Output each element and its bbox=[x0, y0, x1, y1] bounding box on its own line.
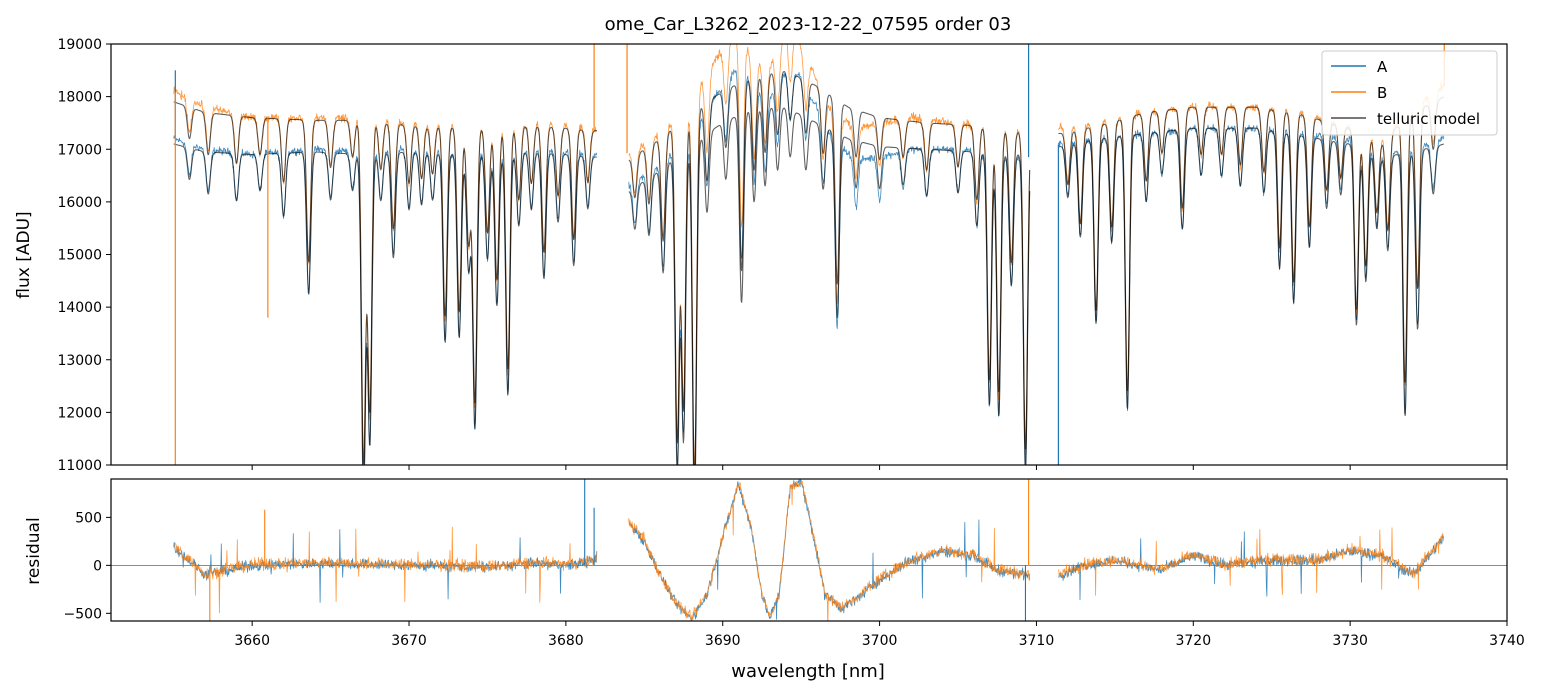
x-tick-label: 3730 bbox=[1332, 633, 1368, 649]
y-tick-label: 0 bbox=[93, 558, 102, 574]
residual-plot-area bbox=[111, 479, 1507, 621]
y-tick-label: 17000 bbox=[57, 142, 102, 158]
x-tick-label: 3670 bbox=[391, 633, 427, 649]
y-tick-label: 15000 bbox=[57, 248, 102, 264]
flux-y-axis: 11000 12000 13000 14000 15000 16000 17000 18000… bbox=[57, 37, 111, 474]
x-tick-label: 3680 bbox=[548, 633, 584, 649]
y-tick-label: 13000 bbox=[57, 353, 102, 369]
x-tick-label: 3660 bbox=[234, 633, 270, 649]
x-tick-label: 3690 bbox=[705, 633, 741, 649]
chart-title: ome_Car_L3262_2023-12-22_07595 order 03 bbox=[605, 14, 1012, 35]
telluric-model-b-line bbox=[628, 70, 1031, 465]
series-b-line bbox=[173, 86, 598, 465]
residual-panel: −500 0 500 3660 3670 3680 3690 3700 3710 3720 373… bbox=[24, 478, 1525, 682]
telluric-model-a-line bbox=[1058, 127, 1444, 417]
legend-label-b: B bbox=[1377, 84, 1387, 102]
residual-b-line bbox=[628, 480, 1031, 621]
residual-y-axis: −500 0 500 bbox=[64, 510, 111, 622]
legend-label-a: A bbox=[1377, 58, 1388, 76]
flux-plot-area bbox=[173, 44, 1445, 465]
series-a-line bbox=[1058, 123, 1445, 415]
y-tick-label: 18000 bbox=[57, 90, 102, 106]
flux-panel: ome_Car_L3262_2023-12-22_07595 order 03 … bbox=[14, 14, 1508, 474]
residual-y-axis-label: residual bbox=[24, 517, 44, 584]
x-tick-label: 3700 bbox=[862, 633, 898, 649]
residual-b-line bbox=[173, 526, 598, 614]
telluric-model-b-line bbox=[1058, 96, 1445, 392]
x-tick-label: 3710 bbox=[1019, 633, 1055, 649]
y-tick-label: 16000 bbox=[57, 195, 102, 211]
flux-y-axis-label: flux [ADU] bbox=[14, 211, 34, 298]
residual-plot-frame bbox=[110, 478, 1508, 622]
y-tick-label: 14000 bbox=[57, 300, 102, 316]
residual-a-line bbox=[628, 479, 1031, 621]
residual-b-line bbox=[1058, 527, 1445, 596]
legend-frame bbox=[1321, 50, 1498, 136]
legend-label-model: telluric model bbox=[1377, 110, 1480, 128]
y-tick-label: −500 bbox=[64, 606, 102, 622]
x-tick-label: 3720 bbox=[1175, 633, 1211, 649]
residual-x-axis: 3660 3670 3680 3690 3700 3710 3720 3730 3740 bbox=[234, 621, 1525, 649]
y-tick-label: 12000 bbox=[57, 405, 102, 421]
y-tick-label: 500 bbox=[75, 510, 102, 526]
x-axis-label: wavelength [nm] bbox=[731, 661, 885, 682]
series-a-line bbox=[173, 135, 598, 465]
telluric-model-a-line bbox=[173, 143, 597, 465]
y-tick-label: 11000 bbox=[57, 458, 102, 474]
telluric-model-b-line bbox=[173, 101, 597, 465]
y-tick-label: 19000 bbox=[57, 37, 102, 53]
flux-x-axis bbox=[251, 465, 1508, 470]
telluric-model-a-line bbox=[628, 107, 1031, 465]
x-tick-label: 3740 bbox=[1489, 633, 1525, 649]
legend: A B telluric model bbox=[1321, 50, 1498, 136]
